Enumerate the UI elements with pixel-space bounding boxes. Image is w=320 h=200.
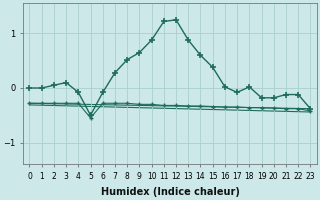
X-axis label: Humidex (Indice chaleur): Humidex (Indice chaleur) [100,187,239,197]
